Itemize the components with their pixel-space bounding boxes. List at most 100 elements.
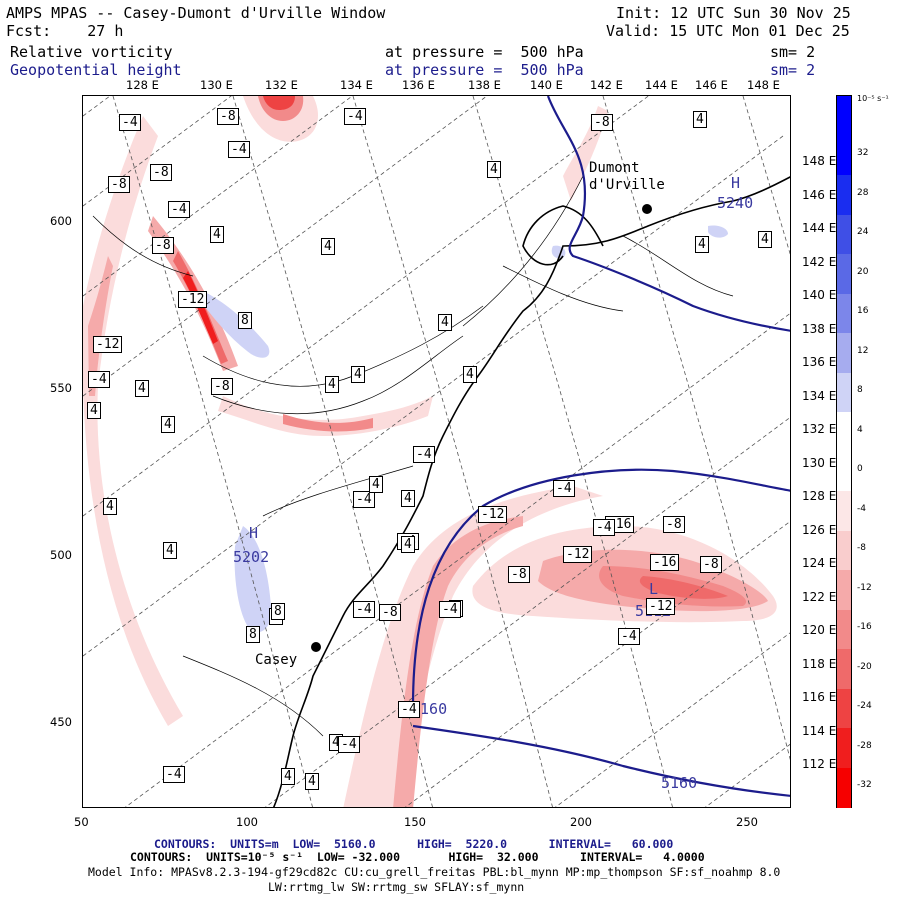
vorticity-contour-label: 4: [695, 236, 709, 253]
top-lon-label: 136 E: [402, 78, 435, 92]
y-tick-500: 500: [50, 548, 72, 562]
vorticity-contour-label: -4: [344, 108, 366, 125]
vorticity-contour-label: -4: [413, 446, 435, 463]
vorticity-contour-label: -4: [439, 601, 461, 618]
right-lon-label: 118 E: [802, 656, 837, 671]
vorticity-contour-label: 4: [463, 366, 477, 383]
colorbar-segment: [837, 214, 851, 255]
colorbar-segment: [837, 609, 851, 650]
colorbar-segment: [837, 293, 851, 334]
y-tick-550: 550: [50, 381, 72, 395]
y-tick-450: 450: [50, 715, 72, 729]
colorbar-segment: [837, 570, 851, 611]
forecast-hour: Fcst: 27 h: [6, 22, 124, 40]
vorticity-contour-label: 8: [246, 626, 260, 643]
colorbar-tick-label: -28: [857, 740, 872, 751]
height-contours: [411, 96, 790, 797]
right-lon-label: 128 E: [802, 489, 837, 503]
valid-time: Valid: 15 UTC Mon 01 Dec 25: [606, 22, 850, 40]
init-time: Init: 12 UTC Sun 30 Nov 25: [616, 4, 851, 22]
field1-smoothing: sm= 2: [770, 43, 816, 61]
field2-smoothing: sm= 2: [770, 61, 816, 79]
colorbar-unit: 10⁻⁵ s⁻¹: [857, 94, 889, 103]
vorticity-contour-label: -4: [353, 601, 375, 618]
map-title: AMPS MPAS -- Casey-Dumont d'Urville Wind…: [6, 4, 386, 22]
top-lon-label: 132 E: [265, 78, 298, 92]
station-casey-marker: [311, 642, 321, 652]
top-lon-label: 144 E: [645, 78, 678, 92]
colorbar-segment: [837, 767, 851, 808]
right-lon-label: 148 E: [802, 154, 837, 168]
colorbar-segment: [837, 135, 851, 176]
y-tick-600: 600: [50, 214, 72, 228]
colorbar-tick-label: -12: [857, 582, 872, 593]
right-lon-label: 134 E: [802, 388, 837, 403]
high-marker-casey: H: [249, 524, 259, 542]
vorticity-contour-label: -4: [88, 371, 110, 388]
right-lon-label: 114 E: [802, 723, 837, 738]
station-casey-label: Casey: [255, 652, 298, 668]
colorbar-tick-label: 8: [857, 385, 863, 396]
right-lon-label: 132 E: [802, 422, 837, 436]
vorticity-contour-label: 4: [369, 476, 383, 493]
right-lon-label: 126 E: [802, 522, 837, 537]
colorbar-tick-label: 28: [857, 187, 869, 198]
vorticity-contour-label: 4: [161, 416, 175, 433]
right-lon-label: 124 E: [802, 556, 837, 570]
top-lon-label: 138 E: [468, 78, 501, 92]
vorticity-contour-label: -4: [228, 141, 250, 158]
graticule: [83, 96, 790, 807]
right-lon-label: 116 E: [802, 690, 837, 704]
x-tick-200: 200: [570, 815, 592, 829]
vorticity-contour-label: -8: [379, 604, 401, 621]
colorbar-tick-label: -4: [857, 503, 866, 514]
colorbar-tick-label: -24: [857, 701, 872, 712]
colorbar-segment: [837, 96, 851, 137]
vorticity-contour-label: 4: [321, 238, 335, 255]
vorticity-contour-label: -8: [211, 378, 233, 395]
vorticity-contour-label: 4: [351, 366, 365, 383]
colorbar-segment: [837, 254, 851, 295]
right-lon-label: 122 E: [802, 589, 837, 604]
right-lon-label: 112 E: [802, 757, 837, 771]
top-lon-label: 148 E: [747, 78, 780, 92]
vorticity-contour-label: 4: [103, 498, 117, 515]
vorticity-contour-label: -16: [650, 554, 680, 571]
right-lon-label: 144 E: [802, 221, 837, 235]
model-info: Model Info: MPASv8.2.3-194-gf29cd82c CU:…: [88, 865, 781, 879]
vorticity-contour-label: -8: [152, 237, 174, 254]
vorticity-contour-label: -4: [163, 766, 185, 783]
vorticity-contour-label: 4: [281, 768, 295, 785]
top-lon-label: 128 E: [126, 78, 159, 92]
colorbar-tick-label: 32: [857, 148, 869, 159]
height-label-5160-b: 5160: [661, 774, 698, 792]
colorbar-tick-label: -8: [857, 543, 866, 554]
station-dumont-durville-label: Dumont d'Urville: [589, 160, 665, 193]
colorbar-tick-label: 20: [857, 266, 869, 277]
x-tick-150: 150: [404, 815, 426, 829]
height-label-5240: 5240: [717, 194, 754, 212]
vorticity-contour-label: -4: [168, 201, 190, 218]
field2-level: at pressure = 500 hPa: [385, 61, 584, 79]
colorbar-tick-label: 12: [857, 345, 869, 356]
vorticity-contour-label: 4: [325, 376, 339, 393]
vorticity-contour-label: -4: [119, 114, 141, 131]
colorbar-segment: [837, 649, 851, 690]
vorticity-contour-label: -12: [478, 506, 508, 523]
top-lon-label: 134 E: [340, 78, 373, 92]
right-lon-label: 142 E: [802, 254, 837, 269]
right-lon-label: 130 E: [802, 455, 837, 470]
field1-name: Relative vorticity: [10, 43, 173, 61]
vorticity-contour-label: -4: [593, 519, 615, 536]
colorbar-tick-label: 24: [857, 227, 869, 238]
colorbar-tick-label: 16: [857, 306, 869, 317]
vorticity-contour-label: 4: [305, 773, 319, 790]
vorticity-contour-label: 4: [163, 542, 177, 559]
vorticity-contour-label: -4: [618, 628, 640, 645]
vorticity-contour-label: 4: [87, 402, 101, 419]
map-panel: Dumont d'Urville Casey 5240 5202 5112 51…: [82, 95, 791, 808]
colorbar-segment: [837, 333, 851, 374]
coastline: [272, 176, 790, 807]
vorticity-contour-label: 4: [401, 490, 415, 507]
high-marker-ne: H: [731, 174, 741, 192]
